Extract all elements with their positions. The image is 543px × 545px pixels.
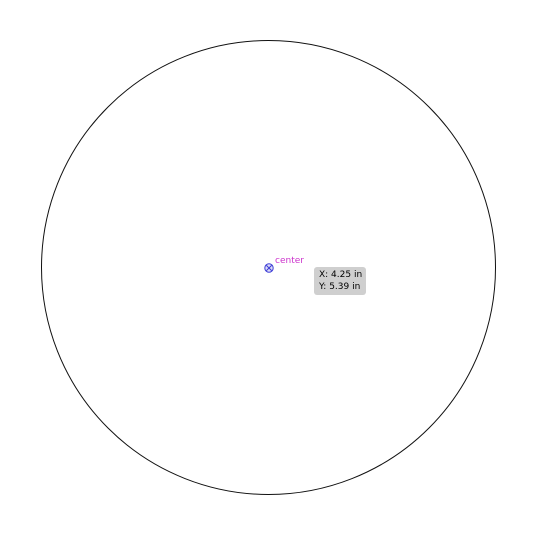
crosshair-circle-icon: [264, 263, 274, 273]
circle-shape[interactable]: [41, 40, 496, 495]
y-coordinate: Y: 5.39 in: [319, 282, 361, 292]
cursor-coordinates-tooltip: X: 4.25 in Y: 5.39 in: [314, 267, 366, 295]
x-coordinate: X: 4.25 in: [319, 270, 363, 280]
center-point-icon[interactable]: [264, 263, 274, 273]
center-snap-label: center: [275, 256, 304, 266]
